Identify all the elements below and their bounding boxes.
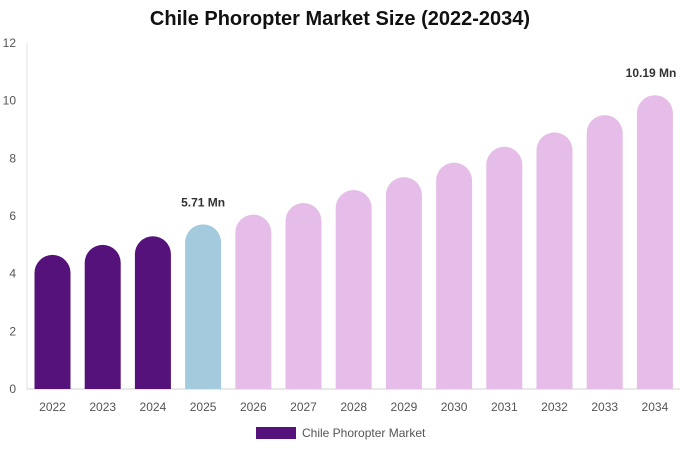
bar-2029[interactable] xyxy=(385,177,422,389)
bar-2034[interactable] xyxy=(636,95,673,389)
y-tick-label: 2 xyxy=(9,324,16,338)
x-tick-label: 2023 xyxy=(89,400,116,414)
y-tick-label: 10 xyxy=(3,94,17,108)
bar-2028[interactable] xyxy=(335,190,372,389)
chart-title: Chile Phoropter Market Size (2022-2034) xyxy=(149,8,531,30)
bar-2030[interactable] xyxy=(436,162,473,389)
y-axis-ticks: 0 2 4 6 8 10 12 xyxy=(3,36,17,396)
x-tick-label: 2026 xyxy=(240,400,267,414)
x-tick-label: 2025 xyxy=(190,400,217,414)
y-tick-label: 0 xyxy=(9,382,16,396)
y-tick-label: 6 xyxy=(9,209,16,223)
bar-2031[interactable] xyxy=(486,146,523,389)
y-tick-label: 4 xyxy=(9,267,16,281)
x-tick-label: 2029 xyxy=(391,400,418,414)
bar-group xyxy=(34,95,673,390)
bar-2024[interactable] xyxy=(134,236,171,389)
legend-label: Chile Phoropter Market xyxy=(302,426,426,440)
x-tick-label: 2028 xyxy=(340,400,367,414)
bar-2025[interactable] xyxy=(185,224,222,389)
bar-2033[interactable] xyxy=(586,115,623,390)
data-labels: 5.71 Mn 10.19 Mn xyxy=(181,66,676,209)
data-label: 5.71 Mn xyxy=(181,195,225,209)
x-tick-label: 2024 xyxy=(140,400,167,414)
y-tick-label: 8 xyxy=(9,151,16,165)
x-tick-label: 2032 xyxy=(541,400,568,414)
legend[interactable]: Chile Phoropter Market xyxy=(256,426,425,440)
legend-swatch xyxy=(256,427,296,439)
x-tick-label: 2027 xyxy=(290,400,317,414)
x-tick-label: 2031 xyxy=(491,400,518,414)
y-tick-label: 12 xyxy=(3,36,17,50)
x-tick-label: 2030 xyxy=(441,400,468,414)
bar-2022[interactable] xyxy=(34,254,71,389)
bar-2023[interactable] xyxy=(84,244,121,389)
x-axis-ticks: 2022 2023 2024 2025 2026 2027 2028 2029 2030 2031… xyxy=(39,400,668,414)
x-tick-label: 2022 xyxy=(39,400,66,414)
bar-2026[interactable] xyxy=(235,214,272,389)
x-tick-label: 2034 xyxy=(642,400,669,414)
bar-2032[interactable] xyxy=(536,132,573,389)
data-label: 10.19 Mn xyxy=(626,66,677,80)
bar-2027[interactable] xyxy=(285,203,322,389)
x-tick-label: 2033 xyxy=(591,400,618,414)
